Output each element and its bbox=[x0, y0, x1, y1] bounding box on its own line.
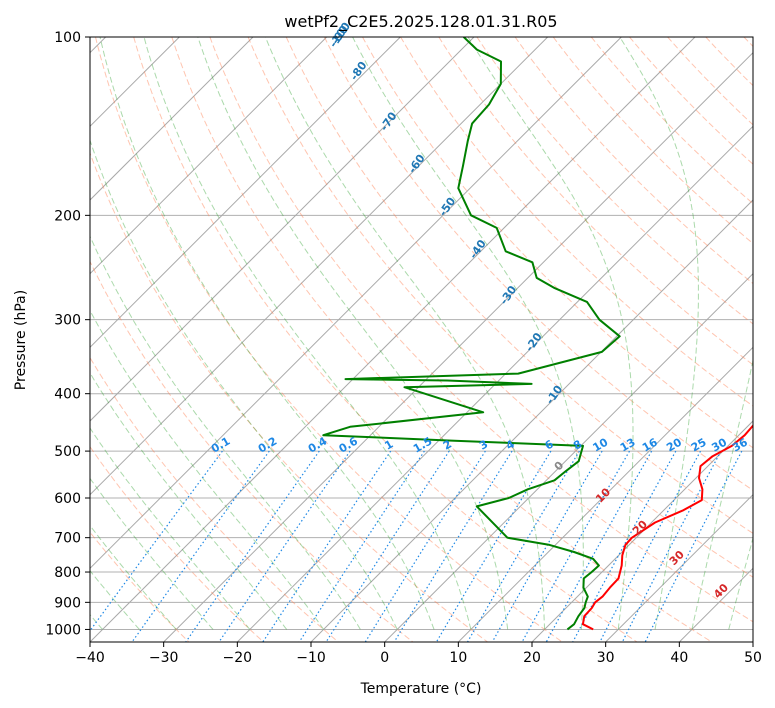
isotherm-line bbox=[163, 51, 753, 642]
moist-adiabat-line bbox=[691, 357, 753, 630]
mixing-ratio-line bbox=[185, 450, 320, 642]
mixing-ratio-line bbox=[599, 450, 702, 642]
mixing-ratio-line bbox=[644, 450, 743, 642]
y-tick-label: 400 bbox=[54, 387, 81, 403]
y-tick-label: 500 bbox=[54, 444, 81, 460]
isotherm-line bbox=[90, 37, 549, 496]
mixing-ratio-line bbox=[298, 450, 425, 642]
moist-adiabat-line bbox=[90, 371, 288, 630]
isotherm-line bbox=[605, 493, 753, 642]
isotherm-line bbox=[90, 37, 696, 642]
x-tick-label: 0 bbox=[380, 650, 389, 666]
isotherm-line bbox=[384, 272, 753, 642]
mixing-ratio-line bbox=[491, 450, 603, 642]
y-tick-label: 300 bbox=[54, 313, 81, 329]
y-tick-label: 800 bbox=[54, 565, 81, 581]
mixing-ratio-line bbox=[131, 450, 270, 642]
y-tick-label: 100 bbox=[54, 30, 81, 46]
axes: −40 −30 −20 −10 0 10 20 30 40 50 100 200 300 400 500 60… bbox=[45, 30, 762, 666]
temperature-profile-line bbox=[581, 424, 753, 631]
x-tick-label: 20 bbox=[523, 650, 541, 666]
dry-adiabat-line bbox=[90, 445, 264, 642]
dry-adiabat-line bbox=[590, 37, 753, 205]
x-tick-label: 30 bbox=[597, 650, 615, 666]
moist-adiabat-line bbox=[99, 37, 435, 630]
mixing-ratio-line bbox=[393, 450, 513, 642]
y-tick-label: 1000 bbox=[45, 622, 81, 638]
dry-adiabat-line bbox=[438, 37, 753, 366]
x-tick-label: −40 bbox=[75, 650, 105, 666]
dry-adiabat-line bbox=[514, 37, 753, 285]
moist-adiabat-line bbox=[90, 235, 361, 630]
x-tick-label: −10 bbox=[296, 650, 326, 666]
isotherm-line bbox=[90, 37, 622, 570]
y-axis-label: Pressure (hPa) bbox=[13, 290, 29, 390]
background-lines bbox=[90, 37, 753, 642]
moist-adiabat-line bbox=[90, 524, 177, 630]
x-tick-label: −20 bbox=[223, 650, 253, 666]
y-tick-label: 700 bbox=[54, 531, 81, 547]
y-tick-label: 900 bbox=[54, 595, 81, 611]
mixing-ratio-line bbox=[572, 450, 677, 642]
dry-adiabat-line bbox=[90, 356, 339, 642]
isotherm-line bbox=[90, 37, 401, 349]
mixing-ratio-line bbox=[545, 450, 653, 642]
plot-frame bbox=[89, 36, 754, 643]
mixing-ratio-line bbox=[621, 450, 722, 642]
isotherm-line bbox=[236, 125, 753, 642]
dry-adiabat-line bbox=[209, 37, 753, 623]
x-tick-label: 50 bbox=[744, 650, 762, 666]
dry-adiabat-line bbox=[133, 37, 638, 642]
dry-adiabat-line bbox=[247, 37, 753, 578]
dry-adiabat-line bbox=[95, 37, 563, 642]
y-tick-label: 200 bbox=[54, 208, 81, 224]
moist-adiabat-line bbox=[197, 37, 509, 630]
mixing-ratio-line bbox=[218, 450, 351, 642]
dry-adiabat-line bbox=[629, 37, 753, 165]
mixing-ratio-line bbox=[262, 450, 392, 642]
mixing-ratio-line bbox=[521, 450, 631, 642]
mixing-ratio-line bbox=[90, 450, 223, 632]
y-tick-label: 600 bbox=[54, 491, 81, 507]
x-tick-label: −30 bbox=[149, 650, 179, 666]
moist-adiabat-line bbox=[90, 477, 214, 630]
chart-title: wetPf2_C2E5.2025.128.01.31.R05 bbox=[284, 12, 557, 32]
moist-adiabat-line bbox=[619, 37, 699, 630]
moist-adiabat-line bbox=[264, 37, 546, 630]
moist-adiabat-line bbox=[467, 37, 634, 630]
dry-adiabat-line bbox=[171, 37, 712, 642]
isotherm-line bbox=[90, 37, 328, 275]
dewpoint-profile-line bbox=[322, 37, 621, 631]
isotherm-line bbox=[531, 420, 753, 642]
moist-adiabat-line bbox=[90, 138, 398, 630]
dry-adiabat-line bbox=[362, 37, 753, 449]
dry-adiabat-line bbox=[476, 37, 753, 325]
isotherm-line bbox=[457, 346, 753, 642]
dry-adiabat-line bbox=[90, 260, 414, 642]
isotherm-line bbox=[310, 199, 753, 642]
isotherm-line bbox=[90, 37, 254, 201]
x-tick-label: 40 bbox=[670, 650, 688, 666]
data-series bbox=[322, 37, 753, 631]
dry-adiabat-line bbox=[90, 531, 190, 642]
isotherm-line bbox=[90, 37, 475, 422]
x-axis-label: Temperature (°C) bbox=[360, 681, 482, 697]
moist-adiabat-line bbox=[90, 427, 251, 630]
moist-adiabat-line bbox=[90, 569, 140, 630]
x-tick-label: 10 bbox=[449, 650, 467, 666]
